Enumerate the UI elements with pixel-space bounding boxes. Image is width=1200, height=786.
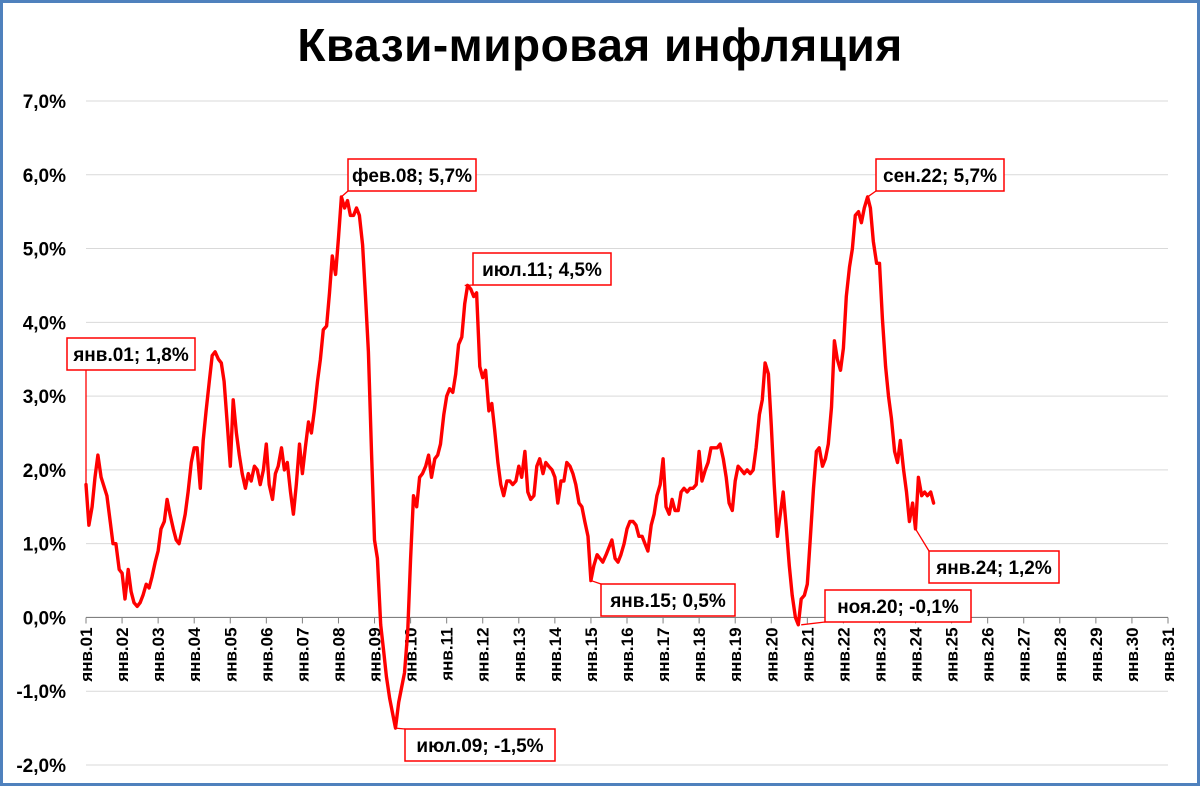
callout-leader <box>395 727 406 730</box>
x-tick-label: янв.31 <box>1159 627 1178 682</box>
callout-label: янв.01; 1,8% <box>72 345 189 366</box>
x-tick-label: янв.06 <box>257 627 276 682</box>
x-tick-label: янв.21 <box>798 627 817 682</box>
x-tick-label: янв.28 <box>1051 627 1070 682</box>
x-tick-label: янв.22 <box>834 627 853 682</box>
x-tick-label: янв.03 <box>149 627 168 682</box>
x-tick-label: янв.19 <box>726 627 745 682</box>
callout-label: фев.08; 5,7% <box>352 166 472 187</box>
y-tick-label: 7,0% <box>23 92 66 113</box>
callout-label: июл.11; 4,5% <box>482 260 602 281</box>
chart-title: Квази-мировая инфляция <box>297 19 903 71</box>
y-tick-label: 5,0% <box>23 240 66 261</box>
y-tick-label: 4,0% <box>23 313 66 334</box>
y-tick-label: 6,0% <box>23 166 66 187</box>
callout-leader <box>340 190 349 198</box>
callout-box <box>875 158 1005 192</box>
x-tick-label: янв.20 <box>762 627 781 682</box>
callout-box <box>824 589 972 623</box>
callout-leader <box>867 190 877 198</box>
x-tick-label: янв.30 <box>1123 627 1142 682</box>
callout-leader <box>914 528 930 552</box>
x-tick-label: янв.02 <box>113 627 132 682</box>
x-tick-label: янв.15 <box>582 627 601 682</box>
series-line <box>84 195 936 730</box>
x-tick-label: янв.25 <box>943 627 962 682</box>
callout-label: янв.24; 1,2% <box>935 558 1052 579</box>
x-tick-label: янв.17 <box>654 627 673 682</box>
x-tick-label: янв.13 <box>510 627 529 682</box>
x-tick-label: янв.08 <box>329 627 348 682</box>
x-tick-label: янв.04 <box>185 627 204 683</box>
callout-box <box>66 337 196 371</box>
callout-box <box>928 550 1060 584</box>
y-tick-label: 1,0% <box>23 535 66 556</box>
callout-label: янв.15; 0,5% <box>609 591 726 612</box>
y-tick-label: 3,0% <box>23 387 66 408</box>
x-tick-label: янв.29 <box>1087 627 1106 682</box>
callout-leader <box>590 579 602 585</box>
callout-box <box>404 728 556 762</box>
x-tick-label: янв.16 <box>618 627 637 682</box>
x-tick-label: янв.12 <box>474 627 493 682</box>
y-tick-label: -2,0% <box>16 756 66 777</box>
callout-label: июл.09; -1,5% <box>416 736 543 757</box>
y-tick-label: 0,0% <box>23 608 66 629</box>
x-tick-label: янв.11 <box>438 627 457 681</box>
x-tick-label: янв.24 <box>907 627 926 683</box>
callout-box <box>472 252 612 286</box>
callout-box <box>347 158 477 192</box>
x-tick-label: янв.01 <box>77 627 96 682</box>
callout-label: ноя.20; -0,1% <box>837 597 959 618</box>
callout-label: сен.22; 5,7% <box>883 166 997 187</box>
x-tick-label: янв.27 <box>1015 627 1034 682</box>
x-tick-label: янв.05 <box>221 627 240 682</box>
x-tick-label: янв.07 <box>293 627 312 682</box>
callout-box <box>600 583 736 617</box>
x-tick-label: янв.18 <box>690 627 709 682</box>
x-tick-label: янв.14 <box>546 627 565 683</box>
y-tick-label: 2,0% <box>23 461 66 482</box>
x-tick-label: янв.09 <box>366 627 385 682</box>
x-tick-label: янв.26 <box>979 627 998 682</box>
callout-leader <box>801 621 826 626</box>
y-tick-label: -1,0% <box>16 682 66 703</box>
x-tick-label: янв.23 <box>870 627 889 682</box>
